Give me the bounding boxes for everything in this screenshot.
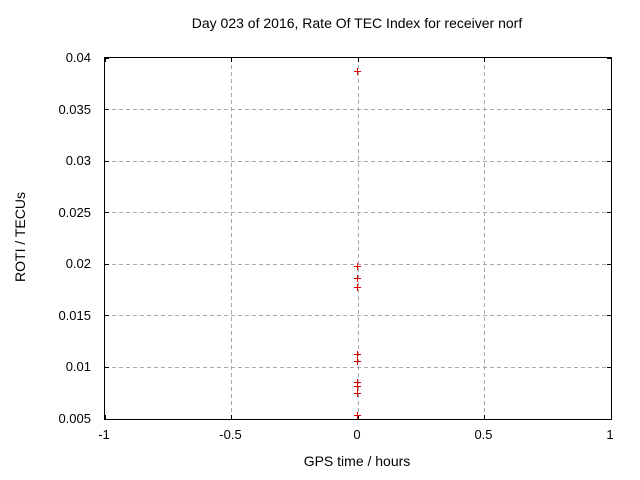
x-tick-label: -1 [98, 427, 110, 442]
y-tick-label: 0.005 [58, 411, 91, 426]
y-tick-label: 0.035 [58, 101, 91, 117]
y-axis-tick [105, 418, 109, 420]
y-tick-label: 0.02 [65, 256, 91, 272]
y-axis-tick [607, 418, 611, 420]
x-tick-label: 1 [606, 427, 614, 442]
data-point-marker [354, 284, 361, 291]
y-axis-tick [105, 366, 109, 368]
data-point-marker [354, 358, 361, 366]
v-gridline [231, 58, 232, 419]
x-axis-tick [484, 58, 485, 62]
y-axis-tick [607, 366, 611, 368]
x-axis-tick [357, 58, 359, 62]
data-point-marker [354, 274, 361, 282]
y-axis-tick [105, 160, 109, 162]
v-gridline [357, 58, 359, 419]
data-point-marker [354, 68, 361, 76]
x-axis-tick [357, 415, 359, 419]
x-tick-label: -0.5 [219, 427, 242, 442]
marker-vbar [357, 411, 358, 419]
marker-vbar [357, 284, 358, 291]
y-axis-tick [105, 315, 109, 317]
x-tick-label: 0 [353, 427, 361, 442]
y-axis-tick [105, 212, 109, 214]
x-axis-tick [484, 415, 485, 419]
chart-title: Day 023 of 2016, Rate Of TEC Index for r… [191, 15, 523, 31]
x-axis-tick [610, 415, 612, 419]
marker-vbar [357, 351, 358, 359]
y-tick-label: 0.025 [58, 204, 91, 220]
plot-area [104, 57, 612, 420]
y-axis-tick [105, 109, 109, 111]
x-axis-tick [104, 415, 106, 419]
x-tick-label: 0.5 [474, 427, 493, 442]
marker-vbar [357, 390, 358, 398]
y-axis-tick [607, 212, 611, 214]
data-point-marker [354, 390, 361, 398]
y-axis-tick [607, 109, 611, 111]
y-axis-title: ROTI / TECUs [12, 192, 28, 282]
data-point-marker [354, 351, 361, 359]
x-axis-tick [104, 58, 106, 62]
marker-vbar [357, 378, 358, 386]
y-tick-label: 0.01 [65, 359, 91, 375]
y-axis-tick [607, 57, 611, 59]
marker-vbar [357, 274, 358, 282]
marker-vbar [357, 68, 358, 76]
y-axis-tick [607, 160, 611, 162]
y-axis-tick [105, 57, 109, 59]
x-axis-tick [610, 58, 612, 62]
data-point-marker [354, 263, 361, 271]
y-tick-label: 0.04 [65, 50, 91, 65]
y-tick-label: 0.03 [65, 153, 91, 169]
y-axis-tick [105, 263, 109, 265]
marker-vbar [357, 263, 358, 271]
v-gridline [484, 58, 485, 419]
marker-vbar [357, 383, 358, 391]
y-axis-tick [607, 315, 611, 317]
marker-vbar [357, 358, 358, 366]
y-tick-label: 0.015 [58, 307, 91, 323]
data-point-marker [354, 383, 361, 391]
data-point-marker [354, 411, 361, 419]
x-axis-title: GPS time / hours [303, 453, 411, 469]
data-point-marker [354, 378, 361, 386]
x-axis-tick [231, 415, 232, 419]
y-axis-tick [607, 263, 611, 265]
x-axis-tick [231, 58, 232, 62]
